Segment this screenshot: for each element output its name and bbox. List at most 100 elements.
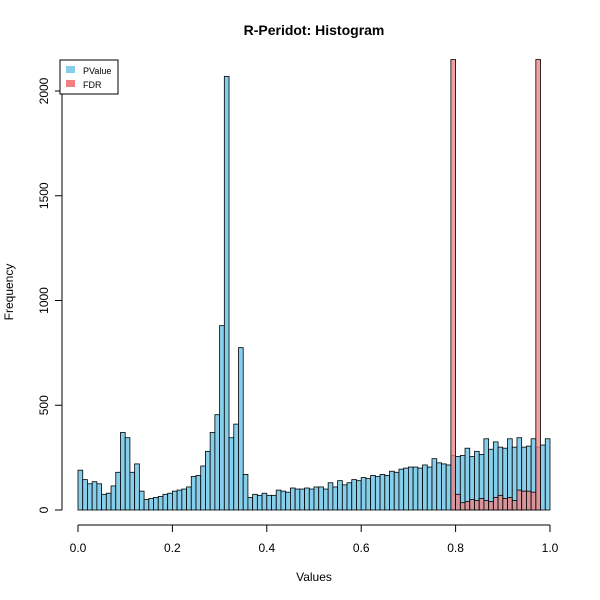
fdr-bar [530, 491, 537, 511]
x-tick-label: 1.0 [542, 541, 559, 555]
pvalue-bar [153, 497, 159, 511]
pvalue-bar [219, 325, 225, 511]
fdr-bar [502, 498, 508, 511]
pvalue-bar [544, 438, 551, 511]
pvalue-bar [407, 466, 414, 511]
fdr-bar [511, 500, 518, 511]
fdr-bar [497, 494, 504, 511]
y-tick-label: 2000 [37, 77, 51, 104]
pvalue-bar [271, 494, 277, 511]
pvalue-bar [256, 494, 263, 511]
y-tick-label: 0 [37, 506, 51, 513]
pvalue-bar [167, 492, 173, 511]
pvalue-bar [110, 485, 117, 511]
pvalue-bar [384, 475, 390, 511]
pvalue-bar [426, 466, 433, 511]
fdr-bar [483, 500, 490, 511]
pvalue-bar [275, 489, 282, 511]
fdr-bar [488, 501, 494, 511]
x-tick-label: 0.4 [258, 541, 275, 555]
pvalue-bar [91, 481, 98, 511]
pvalue-bar [318, 486, 324, 511]
pvalue-bar [186, 486, 192, 511]
pvalue-bar [488, 448, 494, 511]
pvalue-bar [370, 475, 376, 511]
pvalue-bar [105, 492, 112, 511]
y-tick-label: 1500 [37, 182, 51, 209]
fdr-bar [535, 59, 541, 511]
pvalue-bar [200, 465, 206, 511]
pvalue-bar [346, 482, 353, 511]
y-tick-label: 1000 [37, 287, 51, 314]
pvalue-bar [101, 493, 107, 511]
x-tick-label: 0.6 [353, 541, 370, 555]
fdr-bar [526, 490, 532, 511]
pvalue-bar [332, 486, 339, 511]
fdr-bar [507, 497, 513, 511]
pvalue-bar [205, 450, 211, 511]
legend-swatch-fdr [66, 80, 75, 87]
fdr-bar [492, 497, 499, 511]
fdr-bar [464, 501, 471, 511]
pvalue-bar [398, 468, 405, 511]
pvalue-bar [356, 480, 362, 511]
pvalue-bar [266, 494, 272, 511]
pvalue-bar [327, 482, 334, 511]
legend-label-fdr: FDR [83, 80, 102, 90]
x-tick-label: 0.2 [164, 541, 181, 555]
pvalue-bar [214, 414, 221, 511]
pvalue-bar [238, 347, 244, 511]
pvalue-bar [228, 437, 235, 511]
x-axis: 0.0 0.2 0.4 0.6 0.8 1.0 [70, 524, 559, 555]
pvalue-bar [304, 487, 310, 511]
legend-swatch-pvalue [66, 66, 75, 73]
fdr-bar [450, 59, 457, 511]
pvalue-bar [190, 476, 197, 511]
pvalue-bar [181, 488, 187, 511]
pvalue-bar [162, 493, 169, 511]
pvalue-bar [313, 486, 320, 511]
fdr-bar [521, 490, 527, 511]
pvalue-bar [445, 464, 452, 511]
legend-label-pvalue: PValue [83, 66, 111, 76]
pvalue-bar [261, 492, 268, 511]
fdr-bar [469, 499, 475, 511]
pvalue-bar [242, 473, 249, 511]
chart-title: R-Peridot: Histogram [244, 22, 385, 38]
pvalue-bar [289, 487, 296, 511]
pvalue-bar [436, 462, 442, 511]
fdr-bars [450, 59, 541, 511]
pvalue-bar [389, 470, 395, 511]
pvalue-bar [351, 479, 357, 511]
legend-box [59, 59, 119, 95]
pvalue-bars [77, 75, 551, 511]
pvalue-bar [299, 488, 305, 511]
pvalue-bar [138, 490, 145, 511]
pvalue-bar [171, 490, 178, 511]
pvalue-bar [422, 464, 428, 511]
pvalue-bar [393, 471, 400, 511]
pvalue-bar [120, 432, 126, 511]
pvalue-bar [412, 466, 419, 511]
pvalue-bar [280, 490, 287, 511]
pvalue-bar [285, 491, 291, 511]
pvalue-bar [233, 423, 239, 511]
pvalue-bar [337, 480, 343, 511]
pvalue-bar [540, 444, 546, 511]
fdr-bar [474, 500, 480, 511]
y-tick-label: 500 [37, 395, 51, 415]
fdr-bar [478, 498, 485, 511]
pvalue-bar [341, 484, 348, 511]
pvalue-bar [247, 497, 254, 511]
pvalue-bar [87, 483, 93, 511]
pvalue-bar [365, 478, 372, 511]
pvalue-bar [209, 432, 216, 511]
pvalue-bar [134, 463, 140, 511]
y-axis-label: Frequency [2, 264, 16, 321]
pvalue-bar [403, 467, 409, 511]
pvalue-bar [157, 495, 164, 511]
pvalue-bar [483, 438, 490, 511]
x-axis-label: Values [296, 570, 332, 584]
pvalue-bar [441, 463, 447, 511]
